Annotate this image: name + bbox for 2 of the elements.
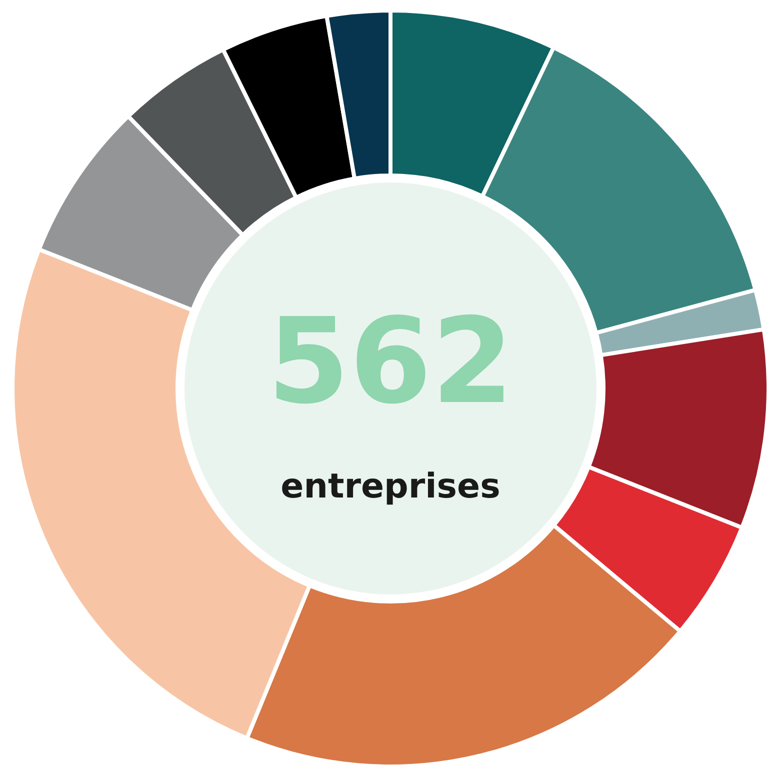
text: 562 (267, 292, 514, 430)
text: entreprises (280, 466, 500, 506)
